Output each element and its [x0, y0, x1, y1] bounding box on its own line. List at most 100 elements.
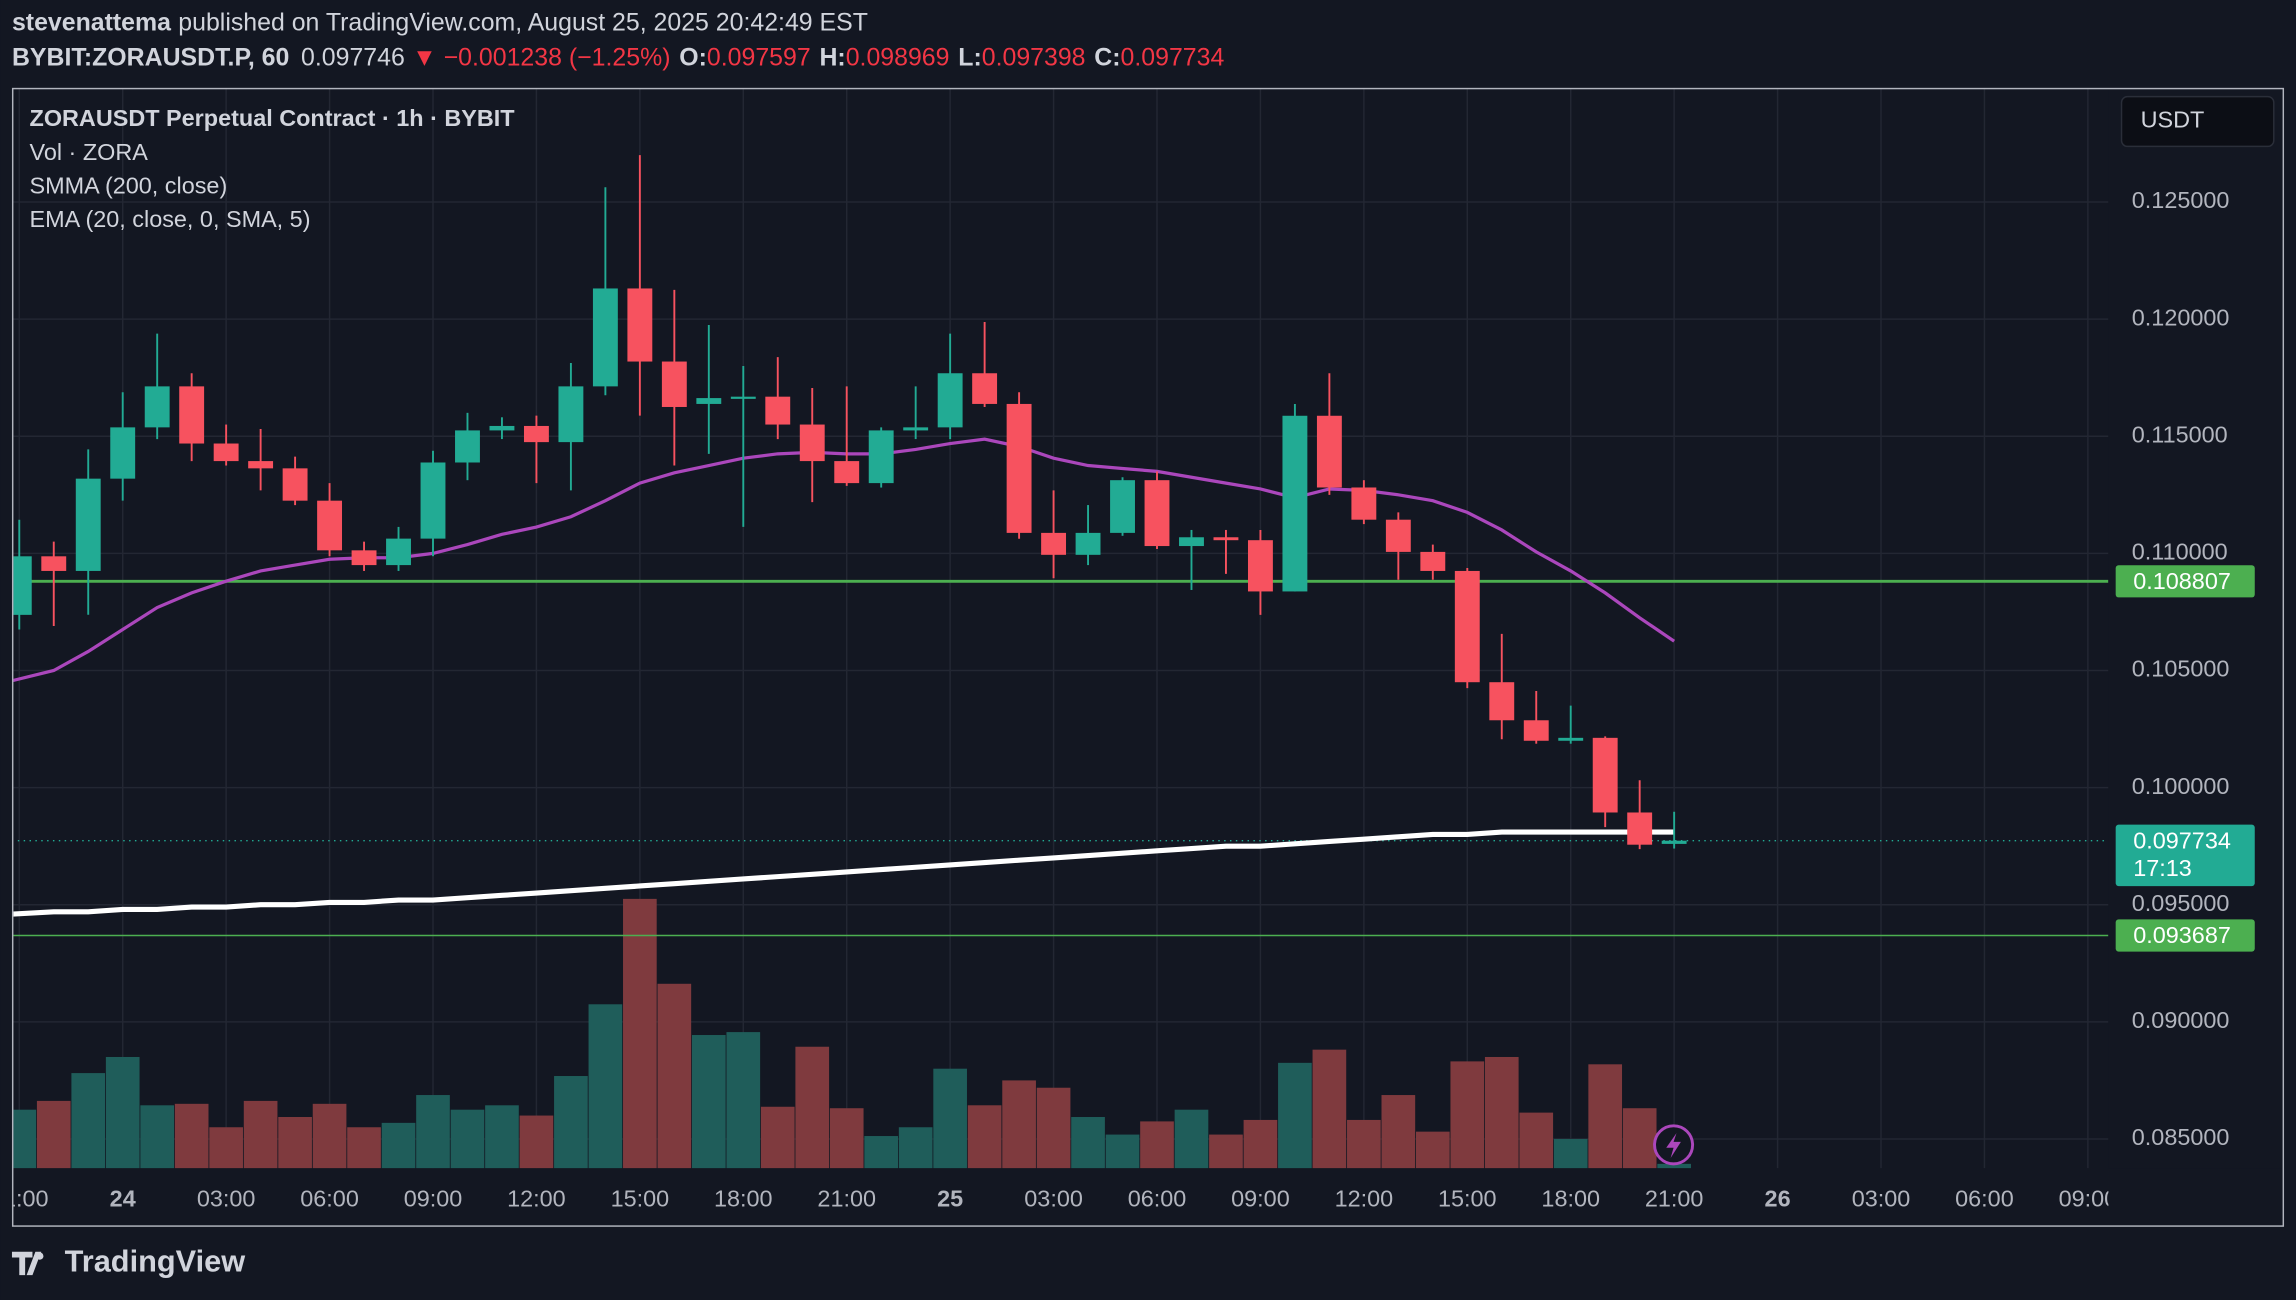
y-tick-label: 0.120000 [2132, 304, 2230, 330]
y-tick-label: 0.090000 [2132, 1007, 2230, 1033]
volume-bar [1484, 1056, 1519, 1169]
x-tick-label: 18:00 [1541, 1186, 1600, 1212]
volume-bar [1243, 1119, 1278, 1169]
y-tick-label: 0.115000 [2132, 421, 2228, 447]
candle-body [1213, 537, 1239, 541]
volume-bar [381, 1122, 416, 1169]
candle-body [317, 500, 343, 551]
x-tick-label: 26 [1765, 1186, 1791, 1212]
candle-body [868, 430, 894, 484]
candle-body [765, 396, 791, 425]
c-label: C: [1094, 43, 1120, 71]
volume-bar [726, 1032, 761, 1169]
published: published on TradingView.com, August 25,… [178, 8, 868, 36]
volume-bar [1140, 1121, 1174, 1169]
y-tick-label: 0.125000 [2132, 187, 2230, 213]
volume-bar [1415, 1131, 1450, 1169]
candle-body [282, 468, 308, 501]
x-tick-label: 24 [110, 1186, 136, 1212]
volume-bar [1105, 1134, 1140, 1169]
x-tick-label: 06:00 [1128, 1186, 1187, 1212]
candle-body [351, 550, 377, 566]
y-tick-label: 0.095000 [2132, 890, 2230, 916]
price-tag-label: 0.108807 [2133, 568, 2231, 594]
candle-body [1041, 532, 1067, 555]
candle-body [1144, 480, 1170, 547]
plot-area [13, 89, 2109, 1169]
h-value: 0.098969 [846, 43, 950, 71]
candle-body [1454, 570, 1480, 683]
volume-bar [519, 1115, 554, 1169]
volume-bar [657, 983, 692, 1169]
candle-body [523, 425, 549, 443]
countdown: 17:13 [2133, 855, 2192, 881]
panel-border [11, 87, 2285, 1227]
candle-body [937, 373, 963, 428]
candle-body [696, 398, 722, 404]
chart-title: ZORAUSDT Perpetual Contract · 1h · BYBIT [30, 105, 516, 131]
candle-body [179, 386, 205, 444]
volume-bar [174, 1103, 209, 1169]
candle-body [75, 478, 101, 571]
footer-brand: TradingView [65, 1244, 246, 1279]
volume-bar [933, 1068, 967, 1169]
candle-body [1489, 682, 1515, 721]
candle-body [1282, 415, 1308, 592]
currency-button[interactable] [2120, 95, 2275, 148]
volume-bar [795, 1046, 830, 1169]
volume-bar [898, 1127, 933, 1169]
x-tick-label: 06:00 [300, 1186, 359, 1212]
candle-body [1110, 480, 1135, 533]
volume-bar [1622, 1108, 1657, 1169]
candle-body [1558, 737, 1584, 741]
volume-bar [623, 898, 657, 1169]
candle-body [13, 556, 32, 615]
price-tag [2115, 919, 2255, 952]
volume-bar [243, 1100, 278, 1169]
price-tag-label: 0.093687 [2133, 922, 2231, 948]
volume-bar [1071, 1117, 1105, 1169]
volume-bar [1450, 1061, 1485, 1169]
candle-body [1420, 551, 1446, 571]
volume-bar [416, 1095, 450, 1169]
candle-body [1661, 840, 1687, 844]
h-label: H: [819, 43, 845, 71]
y-tick-label: 0.105000 [2132, 656, 2230, 682]
x-tick-label: 21:00 [1645, 1186, 1704, 1212]
volume-bar [1209, 1134, 1243, 1169]
x-tick-label: 03:00 [1024, 1186, 1083, 1212]
last-price: 0.097746 [301, 43, 405, 71]
volume-bar [1381, 1095, 1416, 1169]
x-tick-label: 06:00 [1955, 1186, 2014, 1212]
time-axis: 21:00 24 03:00 06:00 09:00 12:00 15:00 18:00 21:… [13, 1186, 2108, 1212]
volume-bar [71, 1073, 106, 1169]
candle-body [1627, 812, 1653, 845]
candle-body [386, 538, 411, 566]
x-tick-label: 15:00 [1438, 1186, 1497, 1212]
l-value: 0.097398 [982, 43, 1086, 71]
price-axis-bg [2108, 87, 2285, 1169]
x-tick-label: 12:00 [1335, 1186, 1394, 1212]
candle-body [799, 424, 825, 462]
x-tick-label: 25 [937, 1186, 963, 1212]
y-tick-label: 0.085000 [2132, 1124, 2230, 1150]
volume-bar [554, 1076, 588, 1169]
volume-bar [140, 1105, 175, 1169]
alert-icon[interactable] [1653, 1124, 1695, 1166]
volume-bar [105, 1056, 140, 1169]
candle-body [1316, 415, 1342, 488]
indicator-line [13, 829, 1675, 917]
x-tick-label: 09:00 [404, 1186, 463, 1212]
symbol: BYBIT:ZORAUSDT.P, 60 [12, 43, 289, 71]
candle-body [592, 288, 618, 387]
x-tick-label: 03:00 [197, 1186, 256, 1212]
candle-body [1592, 737, 1618, 813]
volume-bar [691, 1035, 726, 1169]
candle-body [110, 427, 136, 479]
volume-bar [1588, 1064, 1623, 1169]
candle-body [420, 462, 446, 539]
currency[interactable]: USDT [2141, 107, 2205, 133]
volume-bar [1036, 1087, 1071, 1169]
candle-body [1523, 720, 1549, 741]
